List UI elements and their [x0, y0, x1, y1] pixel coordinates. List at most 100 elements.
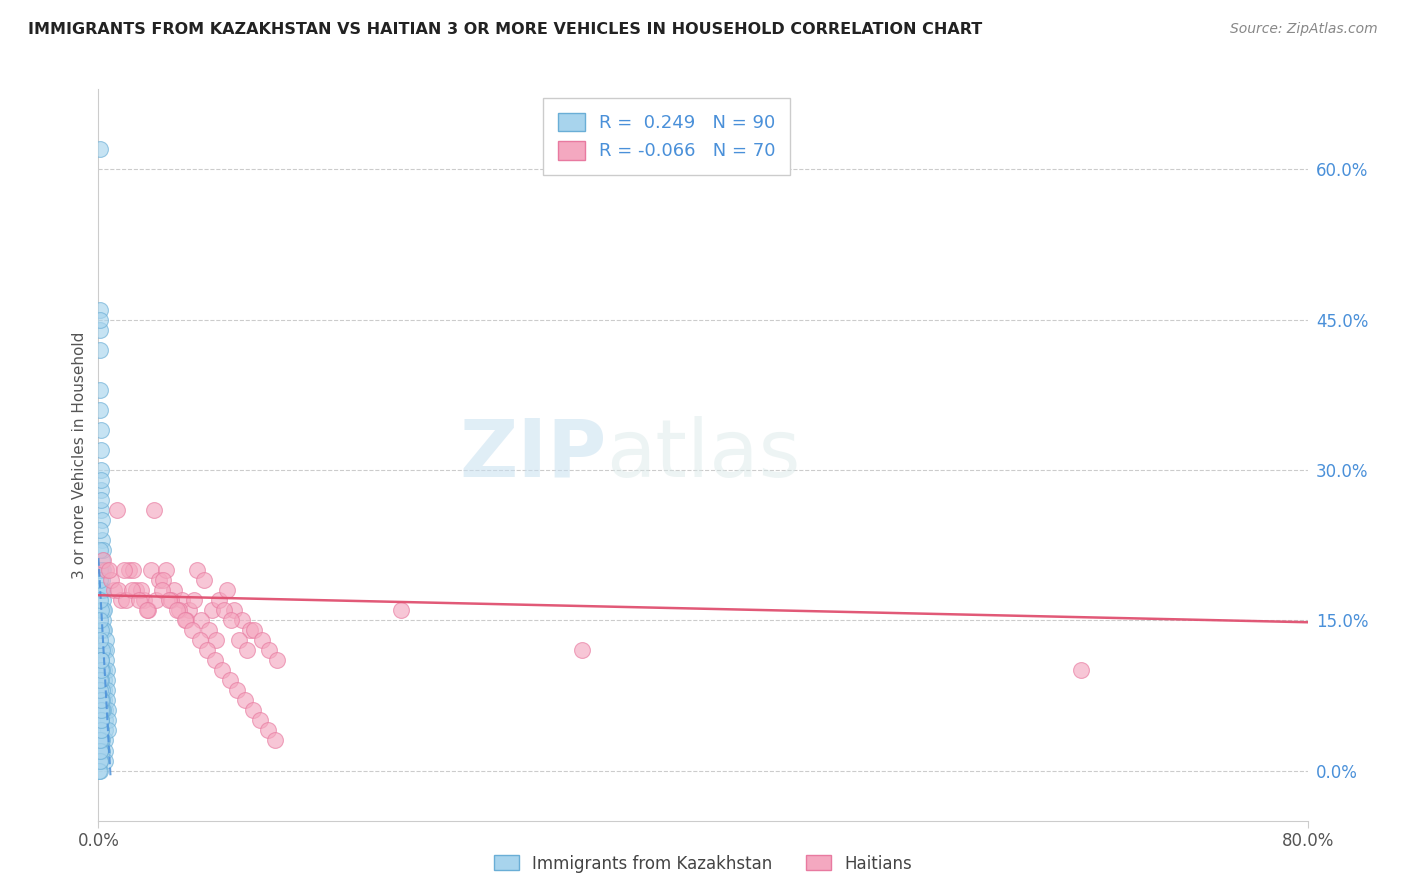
- Point: [150, 583, 173, 598]
- Point: [90, 733, 112, 747]
- Point: [89, 673, 111, 688]
- Point: [93, 664, 115, 678]
- Point: [571, 643, 593, 657]
- Point: [163, 583, 186, 598]
- Point: [224, 603, 246, 617]
- Point: [219, 673, 242, 688]
- Point: [167, 603, 190, 617]
- Point: [90, 673, 112, 688]
- Point: [90, 693, 112, 707]
- Point: [114, 593, 136, 607]
- Point: [96, 673, 118, 688]
- Point: [181, 624, 204, 638]
- Point: [212, 603, 235, 617]
- Point: [118, 563, 141, 577]
- Point: [204, 653, 226, 667]
- Point: [89, 754, 111, 768]
- Point: [97, 703, 120, 717]
- Point: [89, 323, 111, 337]
- Point: [90, 693, 112, 707]
- Point: [90, 473, 112, 487]
- Point: [188, 633, 211, 648]
- Point: [89, 142, 111, 156]
- Point: [173, 613, 195, 627]
- Point: [143, 503, 166, 517]
- Point: [89, 563, 111, 577]
- Point: [94, 633, 117, 648]
- Point: [135, 603, 157, 617]
- Point: [90, 533, 112, 547]
- Y-axis label: 3 or more Vehicles in Household: 3 or more Vehicles in Household: [72, 331, 87, 579]
- Text: ZIP: ZIP: [458, 416, 606, 494]
- Point: [89, 302, 111, 317]
- Point: [97, 714, 120, 728]
- Point: [90, 723, 112, 738]
- Point: [89, 733, 111, 747]
- Point: [89, 743, 111, 757]
- Point: [90, 664, 112, 678]
- Text: IMMIGRANTS FROM KAZAKHSTAN VS HAITIAN 3 OR MORE VEHICLES IN HOUSEHOLD CORRELATIO: IMMIGRANTS FROM KAZAKHSTAN VS HAITIAN 3 …: [28, 22, 983, 37]
- Point: [90, 714, 112, 728]
- Point: [89, 683, 111, 698]
- Point: [96, 664, 118, 678]
- Point: [110, 593, 132, 607]
- Point: [256, 723, 278, 738]
- Point: [93, 624, 115, 638]
- Point: [221, 613, 243, 627]
- Point: [96, 693, 118, 707]
- Point: [91, 593, 114, 607]
- Point: [208, 593, 231, 607]
- Point: [166, 603, 188, 617]
- Point: [233, 693, 256, 707]
- Point: [235, 643, 257, 657]
- Point: [89, 743, 111, 757]
- Point: [239, 624, 262, 638]
- Point: [91, 624, 114, 638]
- Point: [96, 683, 118, 698]
- Point: [90, 703, 112, 717]
- Point: [228, 633, 250, 648]
- Legend: R =  0.249   N = 90, R = -0.066   N = 70: R = 0.249 N = 90, R = -0.066 N = 70: [543, 98, 790, 175]
- Point: [250, 633, 273, 648]
- Point: [90, 442, 112, 457]
- Point: [90, 653, 112, 667]
- Point: [91, 573, 114, 587]
- Point: [197, 624, 219, 638]
- Point: [93, 683, 115, 698]
- Point: [389, 603, 412, 617]
- Point: [90, 643, 112, 657]
- Point: [94, 703, 117, 717]
- Point: [183, 593, 205, 607]
- Point: [264, 733, 287, 747]
- Point: [91, 703, 114, 717]
- Point: [170, 593, 193, 607]
- Point: [90, 664, 112, 678]
- Point: [132, 593, 155, 607]
- Point: [215, 583, 238, 598]
- Point: [105, 503, 128, 517]
- Point: [90, 714, 112, 728]
- Point: [129, 583, 152, 598]
- Point: [94, 563, 117, 577]
- Point: [89, 312, 111, 326]
- Point: [93, 714, 115, 728]
- Point: [100, 573, 122, 587]
- Point: [91, 683, 114, 698]
- Point: [193, 573, 215, 587]
- Point: [125, 583, 148, 598]
- Point: [90, 513, 112, 527]
- Point: [121, 583, 143, 598]
- Point: [91, 563, 114, 577]
- Point: [186, 563, 208, 577]
- Point: [93, 643, 115, 657]
- Point: [90, 583, 112, 598]
- Legend: Immigrants from Kazakhstan, Haitians: Immigrants from Kazakhstan, Haitians: [488, 848, 918, 880]
- Point: [91, 743, 114, 757]
- Point: [89, 633, 111, 648]
- Point: [90, 603, 112, 617]
- Point: [94, 643, 117, 657]
- Point: [90, 653, 112, 667]
- Point: [211, 664, 233, 678]
- Point: [174, 613, 197, 627]
- Point: [90, 423, 112, 437]
